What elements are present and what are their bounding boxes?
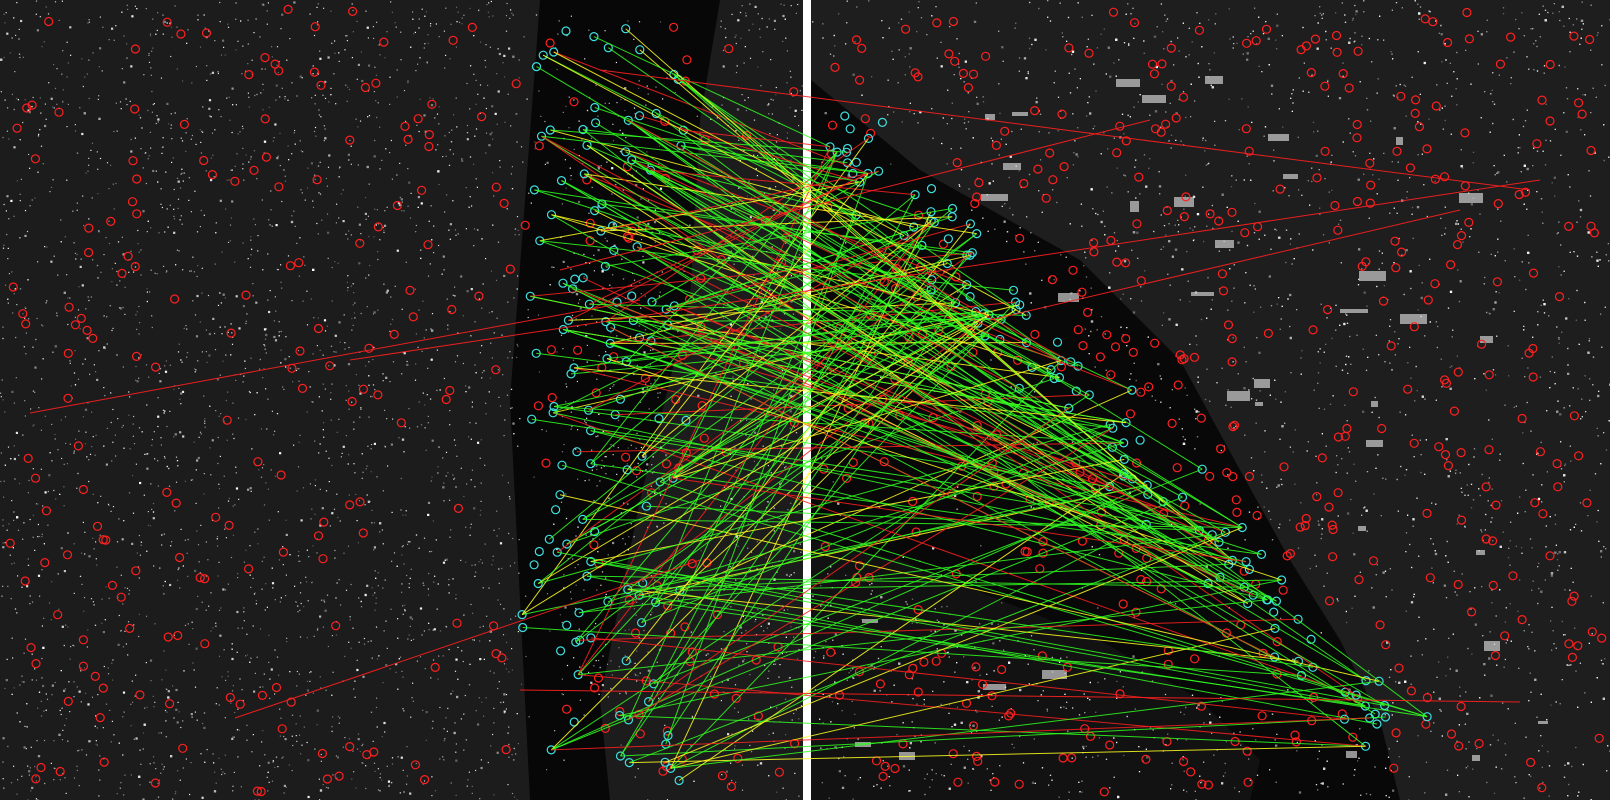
right-image-panel [811, 0, 1610, 800]
left-image-panel [0, 0, 804, 800]
match-lines-layer [29, 28, 1541, 781]
